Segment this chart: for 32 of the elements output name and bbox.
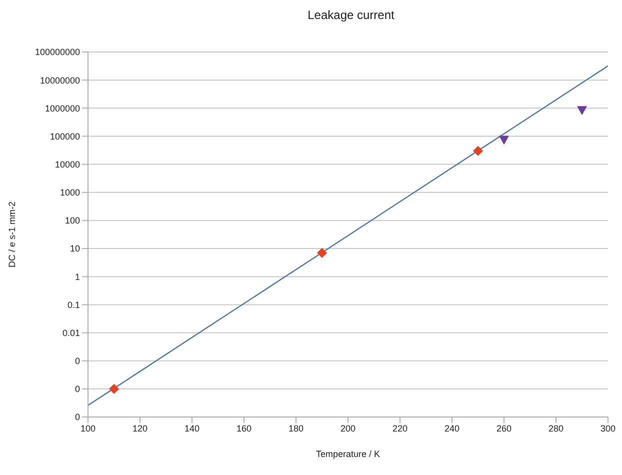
point xyxy=(499,136,509,145)
y-tick-label: 0.01 xyxy=(62,328,80,338)
x-tick-label: 160 xyxy=(236,423,252,434)
y-tick-label: 0.1 xyxy=(67,300,80,310)
y-tick-label: 0 xyxy=(74,356,80,366)
x-tick-label: 220 xyxy=(392,423,408,434)
x-axis-title: Temperature / K xyxy=(316,449,380,459)
y-tick-label: 10 xyxy=(70,244,80,254)
y-tick-label: 1 xyxy=(74,272,80,282)
x-tick-label: 240 xyxy=(444,423,460,434)
chart-title: Leakage current xyxy=(306,8,396,22)
y-tick-label: 10000000 xyxy=(40,75,80,86)
x-tick-label: 120 xyxy=(132,423,148,434)
y-tick-label: 100000000 xyxy=(34,47,80,58)
y-tick-label: 100000 xyxy=(50,131,80,142)
x-tick-label: 280 xyxy=(548,423,564,434)
x-tick-label: 260 xyxy=(496,423,512,434)
y-tick-label: 10000 xyxy=(54,160,80,170)
x-tick-label: 140 xyxy=(184,423,200,434)
point xyxy=(577,106,587,116)
point xyxy=(317,248,327,258)
y-axis-title: DC / e s-1 mm-2 xyxy=(7,201,18,268)
point xyxy=(109,384,119,394)
x-tick-label: 180 xyxy=(288,423,304,434)
y-tick-label: 0 xyxy=(74,412,80,422)
point xyxy=(473,146,483,156)
y-tick-label: 0 xyxy=(74,384,80,394)
x-tick-label: 300 xyxy=(600,423,616,434)
y-tick-label: 100 xyxy=(64,216,80,226)
y-tick-label: 1000000 xyxy=(44,103,80,114)
y-tick-label: 1000 xyxy=(60,188,80,198)
x-tick-label: 200 xyxy=(340,423,356,434)
